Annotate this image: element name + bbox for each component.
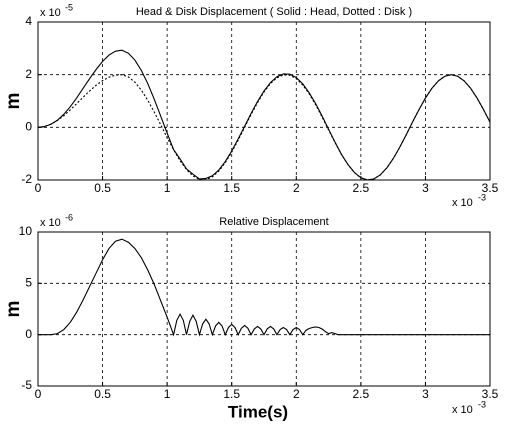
y-tick-label: 2 [25, 67, 32, 81]
x-tick-label: 1.5 [223, 387, 240, 401]
chart-title: Head & Disk Displacement ( Solid : Head,… [136, 6, 412, 18]
data-line [38, 238, 490, 337]
x-exponent-power: -3 [478, 399, 486, 409]
y-axis-label: m [3, 301, 24, 318]
x-tick-label: 3.5 [482, 181, 499, 195]
y-tick-label: -5 [21, 378, 32, 392]
x-exponent-base: x 10 [452, 404, 473, 416]
y-tick-label: 5 [25, 276, 32, 290]
x-tick-label: 2.5 [353, 387, 370, 401]
x-tick-label: 2 [293, 181, 300, 195]
x-tick-label: 0.5 [94, 181, 111, 195]
x-tick-label: 1 [164, 181, 171, 195]
x-tick-label: 0 [35, 181, 42, 195]
x-tick-label: 2.5 [353, 181, 370, 195]
x-tick-label: 0.5 [94, 387, 111, 401]
x-tick-label: 3.5 [482, 387, 499, 401]
x-exponent-base: x 10 [452, 197, 473, 209]
x-tick-label: 1.5 [223, 181, 240, 195]
plot-area [38, 22, 490, 180]
x-exponent-power: -3 [478, 192, 486, 202]
x-tick-label: 1 [164, 387, 171, 401]
y-tick-label: 0 [25, 327, 32, 341]
chart-title: Relative Displacement [219, 216, 328, 228]
y-tick-label: 10 [19, 224, 33, 238]
y-tick-label: 4 [25, 14, 32, 28]
plot-area [38, 232, 490, 386]
y-exponent-power: -5 [65, 2, 73, 12]
x-tick-label: 3 [422, 387, 429, 401]
axes-frame [37, 21, 491, 181]
axes-frame [37, 231, 491, 387]
x-tick-label: 3 [422, 181, 429, 195]
data-line [37, 49, 491, 181]
data-line [37, 74, 491, 181]
y-exponent-base: x 10 [40, 7, 61, 19]
x-tick-label: 2 [293, 387, 300, 401]
x-axis-label: Time(s) [228, 402, 288, 421]
y-exponent-power: -6 [65, 212, 73, 222]
y-axis-label: m [3, 93, 24, 110]
x-tick-label: 0 [35, 387, 42, 401]
y-exponent-base: x 10 [40, 217, 61, 229]
y-tick-label: -2 [21, 172, 32, 186]
y-tick-label: 0 [25, 120, 32, 134]
